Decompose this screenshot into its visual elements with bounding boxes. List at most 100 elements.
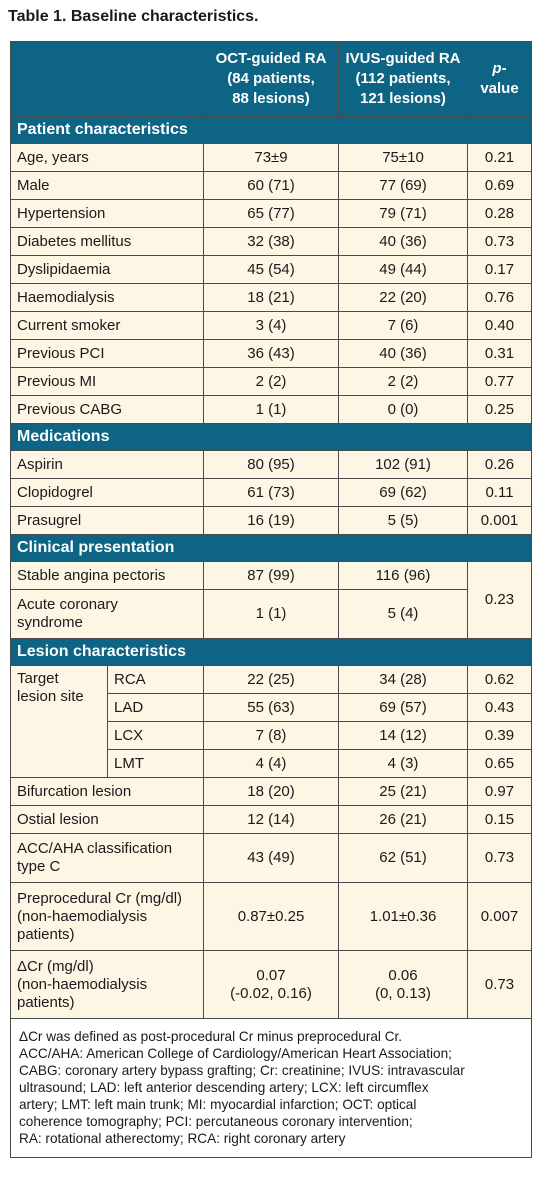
oct-value-line: 87 (99) [247,566,295,584]
oct-value: 7 (8) [203,721,339,750]
row-label-line: Dyslipidaemia [17,260,111,278]
p-value: 0.007 [467,882,532,951]
table-row: Dyslipidaemia 45 (54) 49 (44) 0.17 [10,255,532,284]
p-value-line: 0.73 [484,849,515,866]
section-title-line: Clinical presentation [17,539,175,556]
ivus-value-line: 69 (57) [379,698,427,716]
row-label-line: (non-haemodialysis [17,975,148,993]
table-row: Preprocedural Cr (mg/dl) (non-haemodialys… [10,882,532,951]
row-label-line: Stable angina pectoris [17,566,166,584]
oct-value: 16 (19) [203,506,339,535]
row-label-line: (non-haemodialysis [17,907,148,925]
oct-value: 60 (71) [203,171,339,200]
oct-value: 43 (49) [203,833,339,883]
oct-value: 12 (14) [203,805,339,834]
table-row: Age, years 73±9 75±10 0.21 [10,143,532,172]
oct-value-line: 0.07 [256,966,286,984]
p-value: 0.31 [467,339,532,368]
ivus-value-line: 0 (0) [387,400,419,418]
row-label-line: Current smoker [17,316,121,334]
p-value-line: 0.21 [484,148,515,166]
section-title-line: Medications [17,428,110,445]
table-row: ACC/AHA classification type C 43 (49) 62 (5… [10,833,532,883]
p-value: 0.76 [467,283,532,312]
header-oct-line3: 88 lesions) [232,90,310,107]
footnote-line: ΔCr was defined as post-procedural Cr mi… [19,1029,403,1044]
oct-value-line: 60 (71) [247,176,295,194]
table-row: Diabetes mellitus 32 (38) 40 (36) 0.73 [10,227,532,256]
p-value-line: 0.77 [484,372,515,390]
oct-value: 1 (1) [203,395,339,424]
section-row: Patient characteristics [10,116,532,144]
footnote-line: ACC/AHA: American College of Cardiology/… [19,1046,452,1061]
ivus-value-line: 69 (62) [379,483,427,501]
ivus-value: 102 (91) [338,450,468,479]
oct-value: 36 (43) [203,339,339,368]
table-row: LAD 55 (63) 69 (57) 0.43 [11,693,532,722]
ivus-value-line: 7 (6) [387,316,419,334]
p-value-line: 0.26 [484,455,515,473]
row-label-line: Clopidogrel [17,483,93,501]
oct-value: 80 (95) [203,450,339,479]
p-value: 0.69 [467,171,532,200]
row-label-line: patients) [17,925,75,943]
ivus-value: 79 (71) [338,199,468,228]
ivus-value: 40 (36) [338,227,468,256]
row-label-line: Prasugrel [17,511,82,529]
oct-value-line: 65 (77) [247,204,295,222]
table-row: Hypertension 65 (77) 79 (71) 0.28 [10,199,532,228]
row-label-line: Age, years [17,148,89,166]
ivus-value: 77 (69) [338,171,468,200]
ivus-value: 62 (51) [338,833,468,883]
oct-value-line: 73±9 [254,148,288,166]
lesion-site-sub: LCX [107,721,204,750]
p-value-line: 0.11 [485,483,514,501]
p-value: 0.26 [467,450,532,479]
oct-value-line: 4 (4) [255,754,287,772]
p-value: 0.001 [467,506,532,535]
lesion-site-sub: RCA [107,665,204,694]
baseline-table-wrap: OCT-guided RA (84 patients, 88 lesions) … [10,41,532,1158]
ivus-value-line: 34 (28) [379,670,427,688]
oct-value-line: 36 (43) [247,344,295,362]
p-value-line: 0.73 [484,975,515,993]
table-row: Ostial lesion 12 (14) 26 (21) 0.15 [10,805,532,834]
ivus-value-line: 40 (36) [379,344,427,362]
row-label: Stable angina pectoris [10,561,204,590]
table-row: Target lesion site RCA 22 (25) 34 (28) 0.62 [10,665,532,778]
ivus-value: 26 (21) [338,805,468,834]
table-row: Previous CABG 1 (1) 0 (0) 0.25 [10,395,532,424]
table-row: Clopidogrel 61 (73) 69 (62) 0.11 [10,478,532,507]
ivus-value: 7 (6) [338,311,468,340]
header-empty-cell [10,41,204,117]
ivus-value-line: 2 (2) [387,372,419,390]
p-value-line: 0.31 [484,344,515,362]
ivus-value-line: 102 (91) [375,455,431,473]
oct-value: 0.07 (-0.02, 0.16) [203,950,339,1019]
ivus-value-line: 77 (69) [379,176,427,194]
oct-value: 22 (25) [203,665,339,694]
ivus-value: 25 (21) [338,777,468,806]
table-row: Previous MI 2 (2) 2 (2) 0.77 [10,367,532,396]
row-label: Dyslipidaemia [10,255,204,284]
lesion-site-sub-line: LCX [114,726,144,744]
row-label-line: Acute coronary [17,596,118,613]
oct-value: 32 (38) [203,227,339,256]
header-row: OCT-guided RA (84 patients, 88 lesions) … [10,41,532,117]
p-value: 0.73 [467,950,532,1019]
ivus-value: 5 (4) [338,589,468,639]
p-value: 0.97 [467,777,532,806]
row-label-line: Previous CABG [17,400,123,418]
p-value: 0.39 [467,721,532,750]
table-row: Acute coronary syndrome 1 (1) 5 (4) [10,589,532,639]
ivus-value: 0.06 (0, 0.13) [338,950,468,1019]
row-label-line: Male [17,176,50,194]
ivus-value: 14 (12) [338,721,468,750]
row-label: Hypertension [10,199,204,228]
header-ivus: IVUS-guided RA (112 patients, 121 lesion… [338,41,468,117]
table-row: Haemodialysis 18 (21) 22 (20) 0.76 [10,283,532,312]
ivus-value-line: 5 (5) [387,511,419,529]
p-value: 0.17 [467,255,532,284]
row-label: Male [10,171,204,200]
ivus-value-line: 62 (51) [379,849,427,866]
